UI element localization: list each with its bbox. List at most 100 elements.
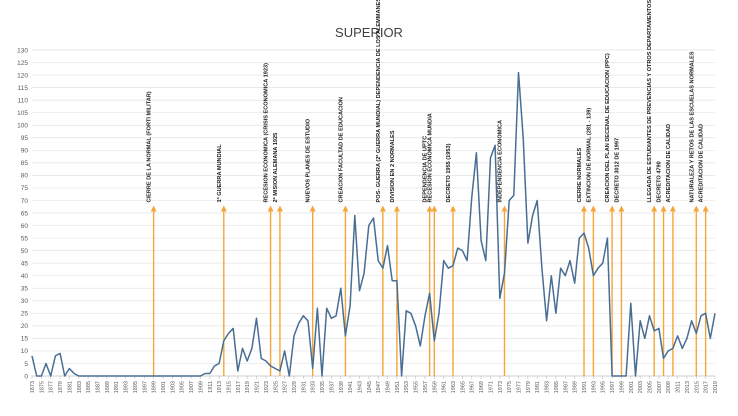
x-tick-label: 2019: [713, 381, 719, 393]
annotation-label: NATURALEZA Y RETOS DE LAS ESCUELAS NORMA…: [689, 51, 695, 202]
annotation-label: INDEPENDENCIA ECONOMICA: [497, 120, 503, 202]
y-tick-label: 40: [21, 273, 29, 280]
annotation-arrowhead: [342, 205, 349, 212]
annotation-label: RECESION ECONOMICA (CRISIS ECONOMICA 192…: [264, 63, 270, 203]
x-tick-label: 1975: [507, 381, 513, 393]
x-tick-label: 1973: [498, 381, 504, 393]
x-tick-label: 1873: [30, 381, 36, 393]
x-tick-label: 2003: [638, 381, 644, 393]
annotation-label: ACREDITACION DE CALIDAD: [699, 124, 705, 203]
y-tick-label: 10: [21, 348, 29, 355]
y-tick-label: 80: [21, 173, 29, 180]
x-tick-label: 1983: [545, 381, 551, 393]
x-tick-label: 1893: [124, 381, 130, 393]
x-tick-label: 1953: [404, 381, 410, 393]
x-tick-label: 1891: [114, 381, 120, 393]
x-tick-label: 1971: [488, 381, 494, 393]
x-tick-label: 1929: [292, 381, 298, 393]
x-tick-label: 2007: [657, 381, 663, 393]
x-tick-label: 1923: [264, 381, 270, 393]
x-tick-label: 1875: [39, 381, 45, 393]
series-line: [31, 71, 716, 377]
annotation-label: 1ª GUERRA MUNDIAL: [216, 144, 223, 203]
x-tick-label: 1897: [142, 381, 148, 393]
x-tick-label: 1985: [554, 381, 560, 393]
x-tick-label: 1947: [376, 381, 382, 393]
x-tick-label: 1909: [198, 381, 204, 393]
x-tick-label: 1877: [49, 381, 55, 393]
annotation-arrowhead: [450, 205, 457, 212]
x-tick-label: 1881: [67, 381, 73, 393]
annotation-arrowhead: [501, 205, 508, 212]
annotation-arrowhead: [426, 205, 433, 212]
x-tick-label: 1887: [95, 381, 101, 393]
data-series: [31, 71, 716, 377]
y-tick-label: 60: [21, 223, 29, 230]
annotation-label: DEPENDENCIA DE UPTC: [423, 136, 429, 203]
x-tick-label: 1945: [367, 381, 373, 393]
annotation-label: DECRETO 4790: [657, 161, 663, 202]
y-tick-label: 100: [17, 123, 28, 130]
y-tick-label: 55: [21, 235, 29, 242]
x-axis-ticks: 1873 1875 1877 1879 1881 1883 1885 1887 1889 1891…: [30, 376, 719, 393]
x-tick-label: 1899: [152, 381, 158, 393]
x-tick-label: 1905: [180, 381, 186, 393]
x-tick-label: 1989: [573, 381, 579, 393]
x-tick-label: 1943: [357, 381, 363, 393]
y-tick-label: 5: [24, 361, 28, 368]
y-tick-label: 110: [18, 97, 29, 104]
x-tick-label: 1991: [582, 381, 588, 393]
x-tick-label: 1911: [208, 381, 214, 393]
y-tick-label: 35: [21, 286, 29, 293]
x-tick-label: 1949: [386, 381, 392, 393]
annotation-arrowhead: [431, 205, 438, 212]
x-tick-label: 1995: [601, 381, 607, 393]
annotation-arrowhead: [379, 205, 386, 212]
annotation-labels: CIERRE DE LA NORMAL (FORTI MILITAR) 1ª GU…: [147, 0, 705, 202]
y-tick-label: 95: [21, 135, 29, 142]
x-tick-label: 1901: [161, 381, 167, 393]
annotation-label: ACREDITACION DE CALIDAD: [666, 124, 672, 203]
annotation-arrowhead: [267, 205, 274, 212]
y-tick-label: 0: [24, 373, 28, 380]
annotation-arrowhead: [609, 205, 616, 212]
x-tick-label: 2005: [648, 381, 654, 393]
y-tick-label: 115: [18, 85, 29, 92]
x-tick-label: 1915: [226, 381, 232, 393]
annotation-label: CIERRE DE LA NORMAL (FORTI MILITAR): [147, 91, 153, 202]
x-tick-label: 1999: [619, 381, 625, 393]
x-tick-label: 1931: [301, 381, 307, 393]
annotation-label: DECRETO 1955 (1953): [446, 143, 452, 202]
y-tick-label: 90: [21, 148, 29, 155]
annotation-label: DIVISION EN 2 NORMALES: [390, 130, 396, 202]
chart-title: SUPERIOR: [335, 25, 403, 40]
x-tick-label: 1937: [329, 381, 335, 393]
x-tick-label: 2011: [676, 381, 682, 393]
annotation-arrowhead: [590, 205, 597, 212]
x-tick-label: 1955: [414, 381, 420, 393]
y-tick-label: 130: [17, 47, 28, 54]
annotation-arrowhead: [669, 205, 676, 212]
annotation-label: NUEVOS PLANES DE ESTUDIO: [306, 118, 312, 202]
annotation-arrowhead: [702, 205, 709, 212]
y-tick-label: 65: [21, 210, 29, 217]
annotation-label: CREACION DEL PLAN DECENAL DE EDUCACION (…: [605, 53, 611, 202]
x-tick-label: 1951: [395, 381, 401, 393]
y-tick-label: 20: [21, 323, 29, 330]
x-tick-label: 1969: [479, 381, 485, 393]
y-tick-label: 125: [17, 60, 28, 67]
gridlines: [32, 49, 715, 377]
annotation-arrowhead: [581, 205, 588, 212]
x-tick-label: 2009: [666, 381, 672, 393]
y-axis-ticks: 0 5 10 15 20 25 30 35 40 45 50 55 60 65 70 75 80 85 90 95 10…: [17, 47, 28, 380]
x-tick-label: 1981: [535, 381, 541, 393]
annotation-arrowhead: [309, 205, 316, 212]
x-tick-label: 1925: [273, 381, 279, 393]
annotation-label: DECRETO 3012 DE 1997: [614, 138, 620, 203]
x-tick-label: 1879: [58, 381, 64, 393]
annotation-arrowhead: [393, 205, 400, 212]
x-tick-label: 1977: [517, 381, 523, 393]
x-tick-label: 1987: [563, 381, 569, 393]
y-tick-label: 70: [21, 198, 29, 205]
annotation-label: 2ª MISION ALEMANA 1925: [272, 133, 279, 203]
